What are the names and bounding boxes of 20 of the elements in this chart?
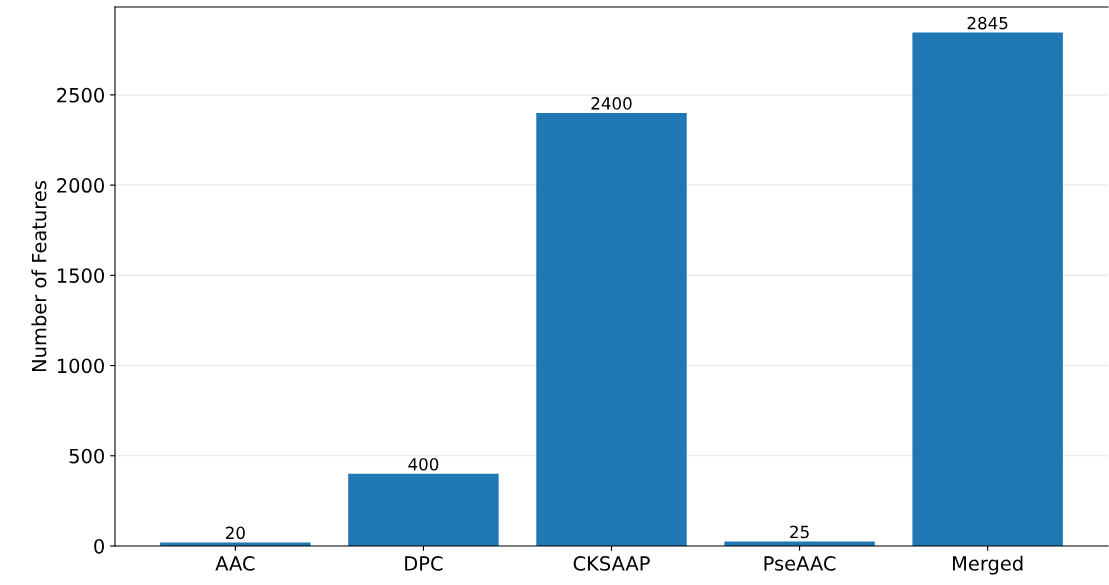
y-tick-label: 1500 xyxy=(57,268,104,283)
x-tick-label: PseAAC xyxy=(764,556,836,571)
y-tick-label: 2000 xyxy=(57,178,104,193)
x-tick-label: Merged xyxy=(953,555,1023,575)
x-tick-label: CKSAAP xyxy=(573,556,650,571)
data-label: 20 xyxy=(225,526,245,540)
data-label: 400 xyxy=(408,457,439,471)
y-axis-title: Number of Features xyxy=(31,181,47,371)
data-label: 2845 xyxy=(967,16,1008,30)
y-tick-label: 0 xyxy=(94,538,104,554)
y-tick-label: 2500 xyxy=(57,87,104,103)
bar xyxy=(348,473,499,546)
y-tick-label: 1000 xyxy=(57,358,104,374)
bar xyxy=(912,32,1063,546)
x-tick-label: AAC xyxy=(215,556,255,571)
data-label: 25 xyxy=(790,525,809,539)
x-tick-label: DPC xyxy=(405,556,443,571)
data-label: 2400 xyxy=(591,97,632,110)
y-tick-label: 500 xyxy=(69,448,104,464)
bar xyxy=(536,112,687,546)
